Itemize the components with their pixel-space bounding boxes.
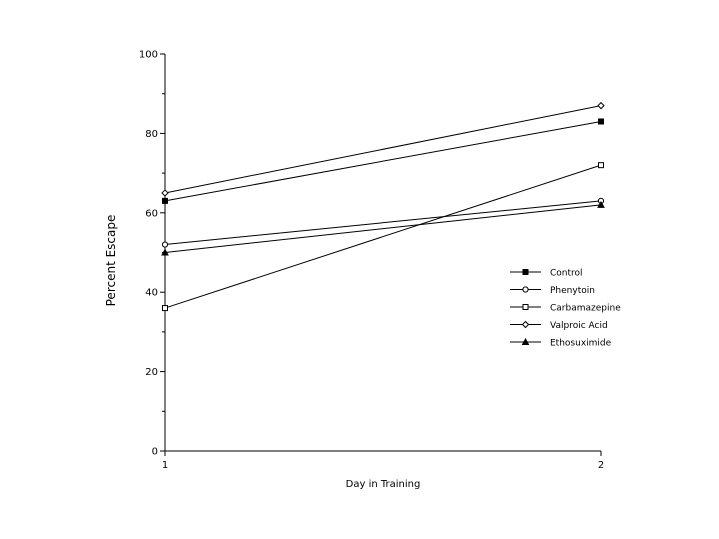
legend-marker	[522, 286, 529, 293]
legend: Control Phenytoin Carbamazepine Valproic Ac…	[510, 269, 621, 349]
y-tick-label: 80	[145, 129, 158, 140]
data-point	[161, 241, 169, 248]
series-line	[164, 204, 602, 253]
legend-label: Valproic Acid	[550, 321, 608, 331]
legend-label: Phenytoin	[550, 286, 595, 296]
series-line	[164, 105, 602, 194]
legend-item: Carbamazepine	[510, 304, 621, 314]
legend-marker	[521, 337, 530, 345]
data-point	[597, 200, 605, 208]
y-tick-label: 20	[145, 367, 158, 378]
y-tick-label: 60	[145, 208, 158, 219]
x-axis-title: Day in Training	[346, 479, 421, 490]
legend-label: Ethosuximide	[550, 339, 612, 349]
legend-label: Carbamazepine	[550, 304, 621, 314]
data-point	[161, 248, 169, 256]
series-phenytoin	[161, 197, 605, 248]
series-line	[164, 164, 602, 309]
legend-item: Ethosuximide	[510, 337, 612, 349]
x-tick-label: 2	[598, 460, 604, 471]
series-line	[164, 120, 602, 202]
series-layer	[161, 101, 605, 312]
data-point	[598, 162, 604, 169]
data-point	[162, 197, 168, 204]
y-tick-label: 40	[145, 288, 158, 299]
data-point	[597, 101, 605, 110]
series-control	[162, 118, 604, 204]
x-tick-label: 1	[162, 460, 168, 471]
y-axis-title: Percent Escape	[104, 215, 118, 307]
y-tick-label: 100	[139, 50, 158, 61]
series-ethosuximide	[161, 200, 605, 256]
legend-item: Valproic Acid	[510, 320, 608, 331]
series-line	[164, 200, 602, 246]
legend-item: Phenytoin	[510, 286, 595, 296]
legend-marker	[522, 269, 529, 275]
data-point	[162, 305, 168, 312]
y-ticks: 0 20 40 60 80 100	[139, 50, 165, 458]
legend-label: Control	[550, 269, 583, 279]
legend-marker	[522, 304, 529, 310]
data-point	[161, 189, 169, 197]
y-tick-label: 0	[152, 447, 158, 458]
legend-item: Control	[510, 269, 583, 279]
series-valproic-acid	[161, 101, 605, 197]
legend-marker	[521, 320, 530, 329]
series-carbamazepine	[162, 162, 604, 312]
data-point	[598, 118, 604, 125]
axes	[164, 54, 601, 452]
